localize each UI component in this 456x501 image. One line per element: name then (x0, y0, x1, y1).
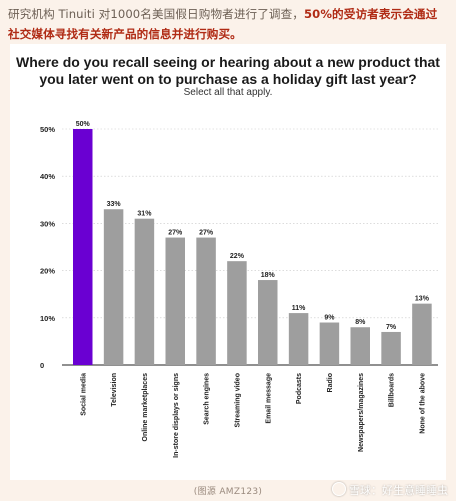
bar (73, 129, 93, 365)
watermark-text: 雪球：好生意睡睡虫 (349, 484, 448, 497)
bar-value-label: 27% (199, 230, 214, 237)
watermark: 雪球：好生意睡睡虫 (332, 482, 448, 498)
chart-card: Where do you recall seeing or hearing ab… (10, 44, 446, 480)
chart-title: Where do you recall seeing or hearing ab… (16, 54, 440, 87)
bar (412, 303, 432, 365)
bar (350, 327, 370, 365)
article-intro: 研究机构 Tinuiti 对1000名美国假日购物者进行了调查，50%的受访者表… (8, 4, 448, 44)
intro-text: 研究机构 Tinuiti 对1000名美国假日购物者进行了调查， (8, 7, 304, 21)
bar-value-label: 22% (230, 253, 245, 260)
x-tick-label: None of the above (419, 373, 426, 434)
x-tick-label: Email message (265, 373, 272, 424)
bar (134, 218, 155, 365)
bar (288, 313, 309, 365)
bar-chart: 0 10% 20% 30% 40% 50% 50% Social media 33% Televi… (40, 121, 438, 458)
bar (227, 261, 247, 365)
bar-value-label: 50% (76, 121, 91, 128)
bar-value-label: 18% (261, 272, 276, 279)
x-tick-label: Newspapers/magazines (358, 373, 365, 452)
y-tick-label: 20% (40, 267, 55, 276)
bar-value-label: 7% (386, 324, 397, 331)
x-tick-label: Radio (327, 373, 334, 392)
bar (319, 322, 340, 365)
bar-value-label: 8% (355, 319, 366, 326)
x-tick-label: Billboards (389, 373, 396, 407)
chart-subtitle: Select all that apply. (183, 87, 273, 98)
x-tick-label: Streaming video (234, 373, 241, 427)
x-tick-label: Search engines (204, 373, 211, 425)
x-tick-label: Podcasts (296, 373, 303, 404)
bar-value-label: 9% (324, 315, 335, 322)
y-tick-label: 0 (40, 361, 44, 370)
bar-value-label: 33% (107, 201, 122, 208)
intro-highlight: 50%的受访者表示会通过社交媒体寻找有关新产品的信息并进行购买。 (8, 7, 438, 41)
y-tick-label: 40% (40, 172, 55, 181)
image-caption: (图源 AMZ123) (193, 487, 263, 497)
bar-value-label: 27% (168, 230, 183, 237)
bar-value-label: 13% (415, 296, 430, 303)
snowball-logo-icon (332, 482, 346, 496)
y-tick-label: 10% (40, 314, 55, 323)
bar-value-label: 31% (137, 211, 152, 218)
bar-value-label: 11% (292, 305, 306, 312)
y-tick-label: 30% (40, 219, 55, 228)
y-tick-label: 50% (40, 125, 55, 134)
bar (103, 209, 124, 365)
x-tick-label: Television (111, 373, 118, 407)
bar (258, 280, 278, 365)
x-tick-label: Social media (80, 373, 87, 416)
bar (196, 237, 216, 365)
x-tick-label: Online marketplaces (142, 373, 149, 442)
bar (381, 331, 401, 365)
bar (165, 237, 185, 365)
x-tick-label: In-store displays or signs (173, 373, 180, 458)
